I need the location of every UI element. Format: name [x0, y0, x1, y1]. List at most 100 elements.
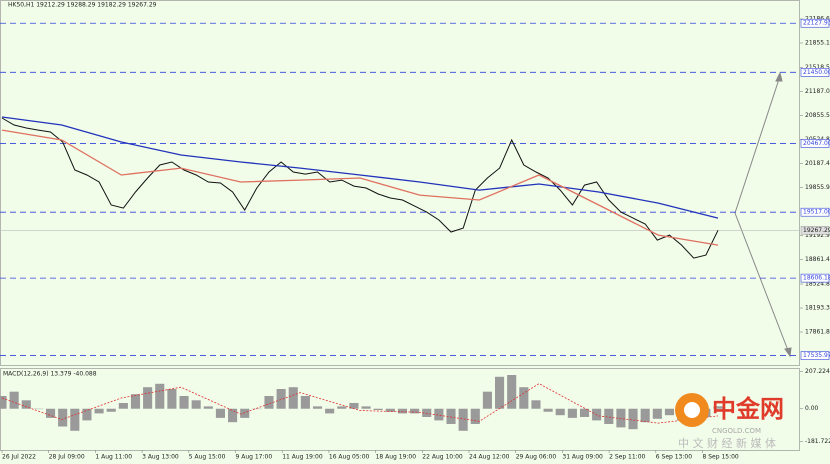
- signal-line: [1, 383, 719, 424]
- histogram-bar: [373, 408, 383, 410]
- histogram-bar: [579, 408, 590, 417]
- x-tick-label: 8 Sep 15:00: [703, 454, 739, 461]
- histogram-bar: [264, 395, 274, 409]
- histogram-bar: [482, 391, 492, 409]
- level-label: 17535.97: [803, 352, 830, 359]
- histogram-bar: [312, 406, 323, 409]
- x-tick-label: 11 Aug 19:00: [282, 454, 323, 461]
- histogram-bar: [203, 406, 213, 409]
- level-box: [800, 273, 830, 283]
- current-price-box: [800, 226, 830, 235]
- macd-frame: [0, 368, 800, 451]
- watermark-site: CNGOLD.COM: [712, 427, 761, 435]
- histogram-bar: [470, 408, 480, 424]
- watermark: 中金网 CNGOLD.COM 中 文 财 经 新 媒 体: [675, 393, 784, 450]
- y-tick-label: 207.224: [805, 368, 830, 375]
- histogram-bar: [422, 408, 432, 417]
- x-tick-label: 1 Aug 11:00: [95, 454, 132, 461]
- projection-up: [734, 75, 781, 214]
- level-box: [800, 207, 830, 217]
- histogram-bar: [143, 387, 153, 409]
- current-price-label: 19267.29: [803, 227, 830, 234]
- logo-inner: [684, 402, 700, 418]
- histogram-bar: [70, 408, 80, 431]
- histogram-bar: [434, 408, 444, 421]
- x-tick-label: 3 Aug 13:00: [142, 454, 179, 461]
- histogram-bar: [288, 387, 298, 409]
- histogram-bar: [446, 408, 456, 424]
- y-tick-label: 18193.30: [805, 305, 830, 312]
- histogram-bar: [9, 391, 19, 409]
- histogram-bar: [604, 408, 614, 424]
- y-tick-label: 19855.90: [805, 184, 830, 191]
- histogram-bar: [628, 408, 638, 430]
- arrow-head: [784, 347, 792, 358]
- histogram-bar: [385, 408, 395, 412]
- y-tick-label: 0.00: [805, 405, 819, 412]
- histogram-bar: [82, 408, 92, 421]
- x-tick-label: 26 Jul 2022: [2, 454, 36, 461]
- histogram-bar: [337, 406, 347, 409]
- x-tick-label: 5 Aug 15:00: [189, 454, 226, 461]
- histogram-bar: [167, 388, 177, 409]
- histogram-bar: [507, 374, 517, 409]
- y-tick-label: 18524.80: [805, 281, 830, 288]
- arrow-head: [775, 71, 783, 82]
- histogram-bar: [215, 408, 225, 418]
- x-tick-label: 24 Aug 12:00: [469, 454, 510, 461]
- price-line: [1, 116, 719, 219]
- level-label: 18606.18: [803, 275, 830, 282]
- x-tick-label: 16 Aug 05:00: [329, 454, 370, 461]
- x-tick-label: 6 Sep 13:00: [656, 454, 692, 461]
- y-tick-label: 19192.90: [805, 232, 830, 239]
- level-box: [800, 351, 830, 360]
- histogram-bar: [531, 400, 541, 409]
- level-label: 19517.00: [803, 209, 830, 216]
- level-label: 21450.00: [803, 69, 830, 76]
- y-tick-label: 21855.15: [805, 39, 830, 46]
- histogram-bar: [713, 406, 723, 409]
- level-box: [800, 139, 830, 148]
- level-box: [800, 68, 830, 77]
- histogram-bar: [519, 387, 529, 409]
- histogram-bar: [664, 408, 675, 416]
- level-label: 22127.93: [803, 20, 830, 27]
- histogram-bar: [361, 406, 371, 409]
- histogram-bar: [94, 408, 104, 414]
- price-line: [1, 117, 719, 259]
- histogram-bar: [0, 395, 7, 409]
- histogram-bar: [191, 400, 201, 409]
- histogram-bar: [118, 402, 128, 409]
- histogram-bar: [640, 408, 650, 423]
- histogram-bar: [652, 408, 662, 419]
- histogram-bar: [397, 408, 408, 414]
- x-tick-label: 28 Jul 09:00: [49, 454, 85, 461]
- histogram-bar: [349, 402, 359, 409]
- x-tick-label: 18 Aug 19:00: [376, 454, 417, 461]
- x-tick-label: 22 Aug 10:00: [422, 454, 463, 461]
- y-tick-label: 20855.50: [805, 112, 830, 119]
- histogram-bar: [276, 388, 286, 409]
- histogram-bar: [458, 408, 468, 431]
- histogram-bar: [21, 400, 31, 409]
- x-tick-label: 29 Aug 06:00: [516, 454, 557, 461]
- x-tick-label: 2 Sep 11:00: [609, 454, 645, 461]
- macd-title: MACD(12,26,9) 13.379 -40.088: [3, 371, 97, 378]
- y-tick-label: -181.722: [805, 438, 830, 445]
- histogram-bar: [58, 408, 68, 427]
- projection-down: [734, 212, 790, 354]
- histogram-bar: [555, 408, 565, 416]
- y-tick-label: 17861.80: [805, 328, 830, 335]
- y-tick-label: 21518.50: [805, 64, 830, 71]
- level-box: [800, 18, 830, 28]
- histogram-bar: [228, 408, 238, 423]
- histogram-bar: [410, 408, 420, 414]
- x-tick-label: 9 Aug 17:00: [236, 454, 273, 461]
- histogram-bar: [45, 408, 56, 418]
- histogram-bar: [567, 408, 577, 418]
- level-label: 20467.00: [803, 140, 830, 147]
- histogram-bar: [240, 408, 250, 418]
- y-tick-label: 18861.40: [805, 256, 830, 263]
